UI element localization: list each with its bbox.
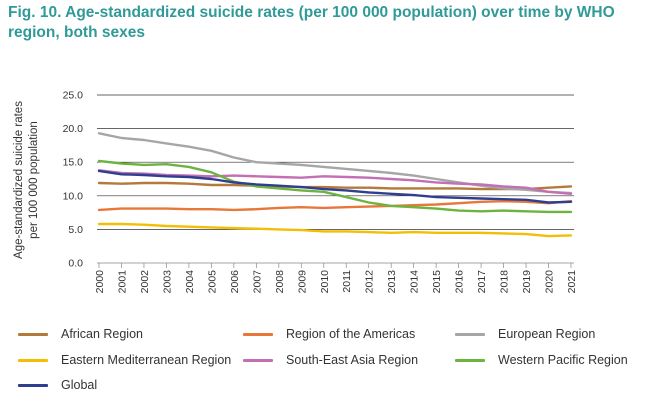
x-tick-label: 2018 — [499, 270, 511, 294]
gridlines — [97, 94, 574, 264]
legend-label: Western Pacific Region — [498, 353, 628, 367]
x-tick-label: 2011 — [341, 270, 353, 293]
legend-item-eastern-mediterranean-region[interactable]: Eastern Mediterranean Region — [18, 352, 231, 368]
x-tick-label: 2008 — [274, 270, 286, 294]
series-line-african-region — [97, 181, 573, 191]
x-tick-label: 2002 — [139, 270, 151, 294]
legend-label: Eastern Mediterranean Region — [61, 353, 232, 367]
x-tick-label: 2001 — [116, 270, 128, 294]
x-tick-label: 2006 — [229, 270, 241, 294]
x-tick-label: 2015 — [431, 270, 443, 294]
legend-label: African Region — [61, 327, 143, 341]
x-tick-label: 2016 — [454, 270, 466, 294]
y-axis-label-line-1: Age-standardized suicide rates — [13, 101, 25, 259]
y-tick-label: 0.0 — [68, 258, 83, 270]
legend-label: South-East Asia Region — [286, 353, 419, 367]
legend-item-global[interactable]: Global — [18, 377, 97, 393]
y-axis-label-line-2: per 100 000 population — [28, 121, 40, 239]
legend-swatch — [243, 332, 273, 336]
series-lines — [97, 132, 573, 238]
y-tick-label: 5.0 — [68, 224, 83, 236]
x-tick-label: 2000 — [94, 270, 106, 294]
series-line-western-pacific-region — [97, 159, 573, 214]
y-tick-label: 15.0 — [63, 157, 84, 169]
x-tick-label: 2003 — [161, 270, 173, 294]
series-line-region-of-the-americas — [97, 199, 573, 212]
legend-label: Global — [61, 378, 98, 392]
legend-item-african-region[interactable]: African Region — [18, 326, 143, 342]
series-line-global — [97, 169, 573, 204]
y-axis-ticks: 0.0 5.0 10.0 15.0 20.0 25.0 — [63, 90, 84, 270]
x-tick-label: 2005 — [206, 270, 218, 294]
x-tick-label: 2021 — [566, 270, 578, 294]
x-tick-label: 2010 — [319, 270, 331, 294]
legend-item-european-region[interactable]: European Region — [455, 326, 595, 342]
x-tick-label: 2009 — [296, 270, 308, 294]
legend-swatch — [455, 358, 485, 362]
x-tick-label: 2004 — [184, 270, 196, 294]
legend-swatch — [18, 332, 48, 336]
series-line-south-east-asia-region — [97, 169, 573, 196]
y-tick-label: 10.0 — [63, 190, 84, 202]
legend-label: European Region — [498, 327, 596, 341]
legend-swatch — [243, 358, 273, 362]
series-line-eastern-mediterranean-region — [97, 222, 573, 238]
legend-swatch — [18, 358, 48, 362]
legend-swatch — [455, 332, 485, 336]
x-tick-label: 2017 — [476, 270, 488, 294]
figure-title: Fig. 10. Age-standardized suicide rates … — [8, 4, 615, 41]
x-tick-label: 2020 — [544, 270, 556, 294]
x-tick-label: 2007 — [251, 270, 263, 294]
legend-label: Region of the Americas — [286, 327, 416, 341]
legend-item-south-east-asia-region[interactable]: South-East Asia Region — [243, 352, 418, 368]
legend-item-region-of-the-americas[interactable]: Region of the Americas — [243, 326, 415, 342]
x-tick-label: 2014 — [409, 270, 421, 294]
y-tick-label: 20.0 — [63, 123, 84, 135]
legend-swatch — [18, 383, 48, 387]
y-tick-label: 25.0 — [63, 90, 84, 102]
x-tick-label: 2019 — [521, 270, 533, 294]
series-line-european-region — [97, 132, 573, 195]
x-tick-label: 2012 — [364, 270, 376, 294]
x-axis-ticks: 2000 2001 2002 2003 2004 2005 2006 2007 2008 2009… — [94, 263, 578, 293]
x-tick-label: 2013 — [386, 270, 398, 294]
legend-item-western-pacific-region[interactable]: Western Pacific Region — [455, 352, 628, 368]
